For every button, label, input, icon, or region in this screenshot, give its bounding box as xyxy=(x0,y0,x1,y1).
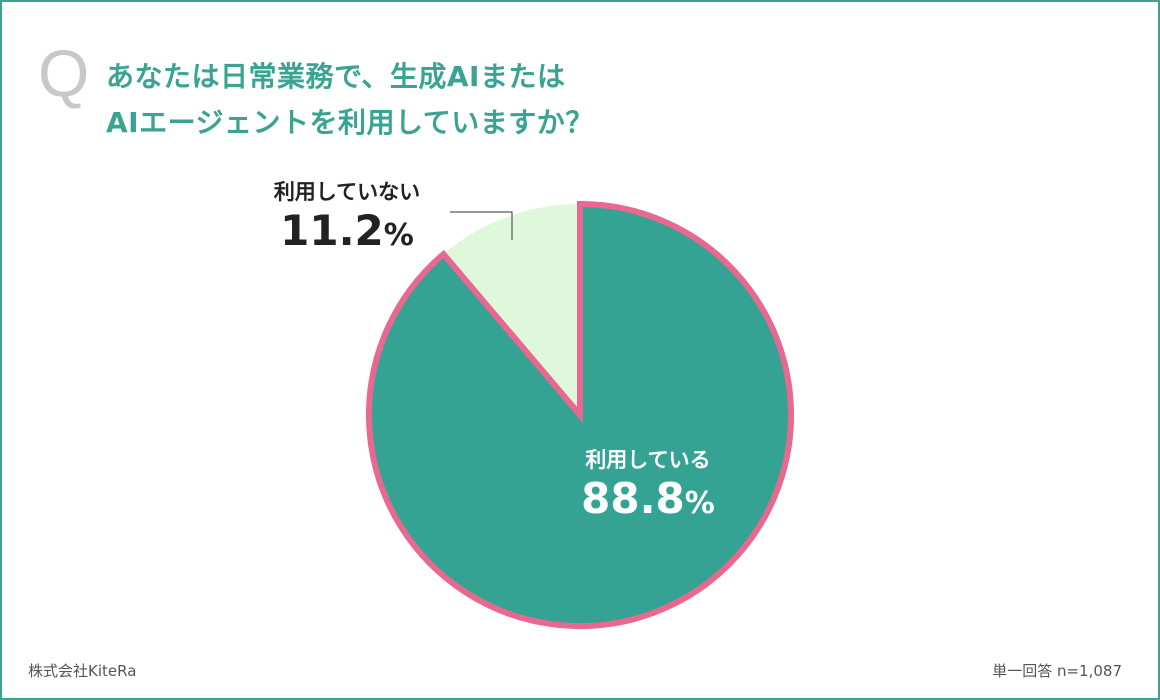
question-line-2: AIエージェントを利用していますか？ xyxy=(106,106,594,139)
question-title: あなたは日常業務で、生成AIまたは AIエージェントを利用していますか？ xyxy=(106,54,594,146)
pie-slice-using xyxy=(366,200,794,629)
question-line-1: あなたは日常業務で、生成AIまたは xyxy=(106,60,566,93)
question-mark-icon: Q xyxy=(38,36,90,110)
source-label: 株式会社KiteRa xyxy=(28,662,137,680)
value-label-not-using: 11.2% xyxy=(280,206,414,255)
value-label-using: 88.8% xyxy=(581,474,715,523)
slice-label-using: 利用している 88.8% xyxy=(548,446,748,529)
pie-slice-not-using xyxy=(443,204,580,415)
category-label-using: 利用している xyxy=(585,448,711,472)
category-label-not-using: 利用していない xyxy=(273,180,421,204)
slice-label-not-using: 利用していない 11.2% xyxy=(252,178,442,261)
leader-line-not-using xyxy=(450,211,513,240)
sample-size-note: 単一回答 n=1,087 xyxy=(992,662,1122,680)
